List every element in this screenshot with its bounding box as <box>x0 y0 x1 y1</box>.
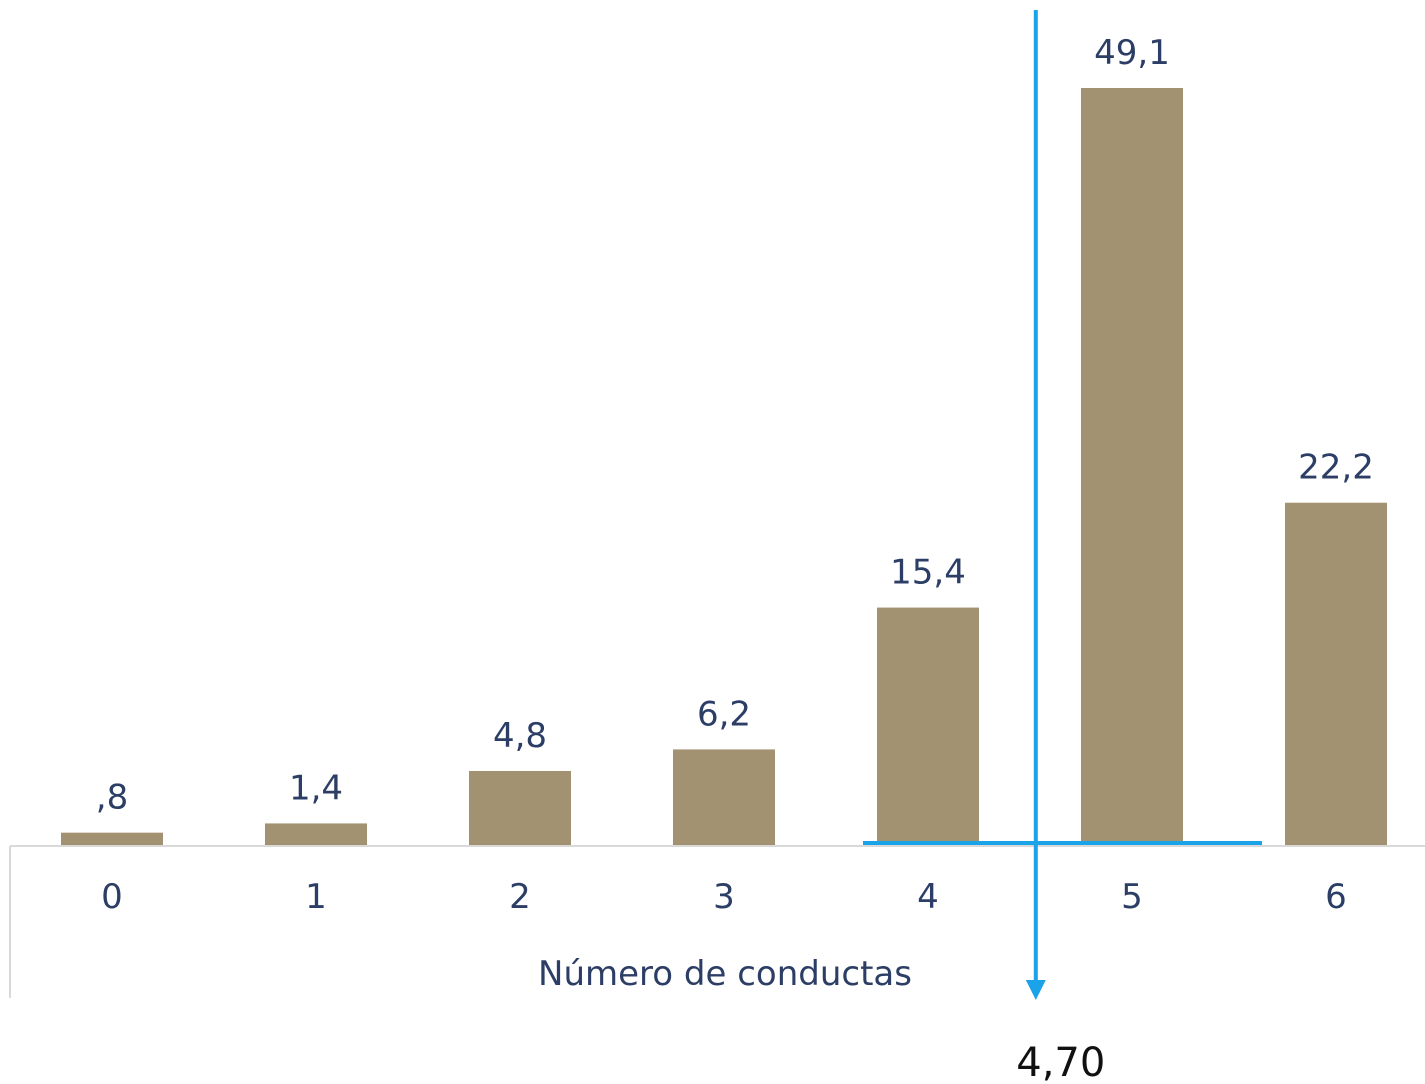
x-tick-label-6: 6 <box>1325 877 1347 917</box>
bars-group <box>61 88 1387 845</box>
data-label-1: 1,4 <box>289 768 343 808</box>
bar-6 <box>1285 502 1387 845</box>
x-tick-labels-group: 0 1 2 3 4 5 6 <box>101 877 1347 917</box>
data-labels-group: ,8 1,4 4,8 6,2 15,4 49,1 22,2 <box>96 33 1374 818</box>
mean-marker: 4,70 <box>863 10 1262 1084</box>
bar-4 <box>877 607 979 845</box>
x-tick-label-4: 4 <box>917 877 939 917</box>
axis-lines <box>9 845 1425 998</box>
data-label-6: 22,2 <box>1298 448 1374 488</box>
bar-1 <box>265 823 367 845</box>
x-tick-label-3: 3 <box>713 877 735 917</box>
bar-5 <box>1081 88 1183 845</box>
x-axis-title: Número de conductas <box>538 954 912 994</box>
x-tick-label-1: 1 <box>305 877 327 917</box>
bar-2 <box>469 770 571 845</box>
data-label-5: 49,1 <box>1094 33 1170 73</box>
mean-value-label: 4,70 <box>1016 1040 1105 1084</box>
x-tick-label-0: 0 <box>101 877 123 917</box>
data-label-3: 6,2 <box>697 694 751 734</box>
bar-3 <box>673 749 775 845</box>
bar-0 <box>61 832 163 845</box>
x-tick-label-2: 2 <box>509 877 531 917</box>
data-label-4: 15,4 <box>890 553 966 593</box>
data-label-2: 4,8 <box>493 716 547 756</box>
x-tick-label-5: 5 <box>1121 877 1143 917</box>
data-label-0: ,8 <box>96 778 128 818</box>
